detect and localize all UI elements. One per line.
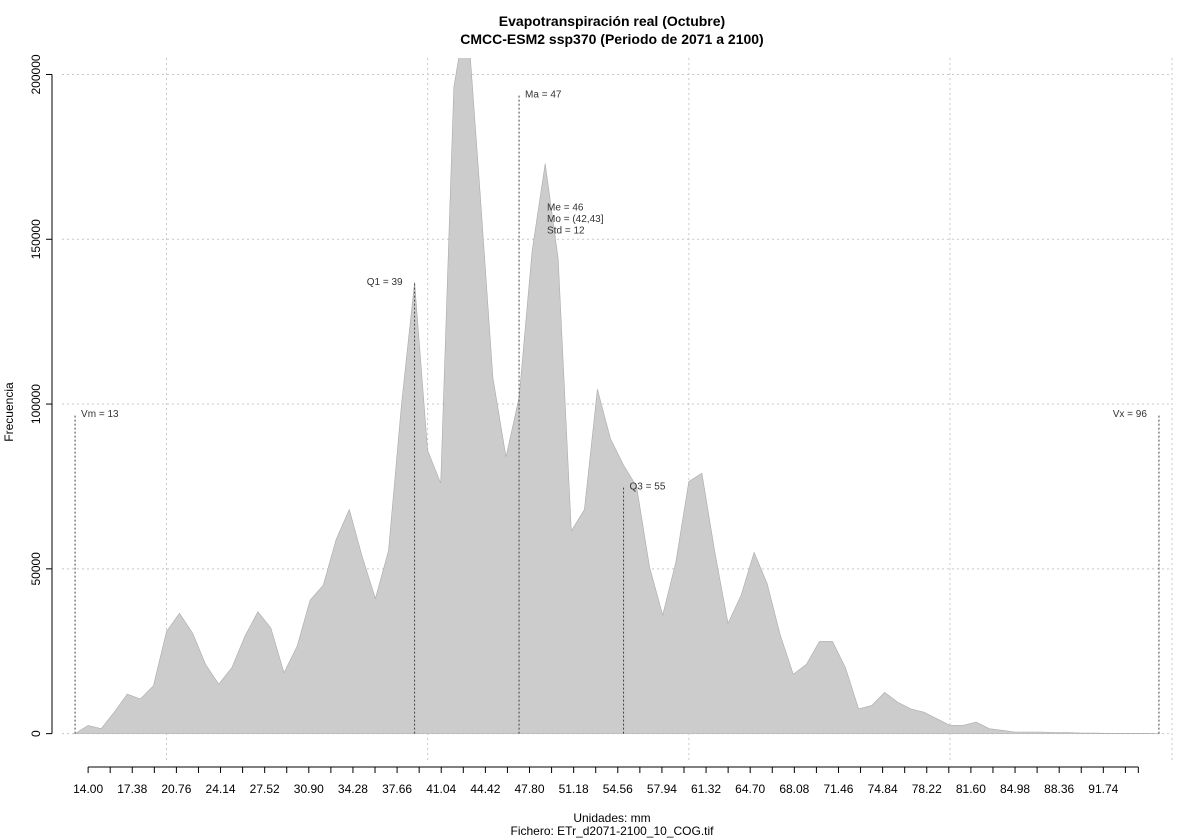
x-tick-label: 74.84 — [868, 782, 898, 796]
x-tick-label: 41.04 — [426, 782, 456, 796]
x-tick-label: 37.66 — [382, 782, 412, 796]
y-tick-label: 100000 — [29, 384, 43, 424]
x-tick-label: 30.90 — [294, 782, 324, 796]
x-tick-label: 44.42 — [470, 782, 500, 796]
x-tick-label: 84.98 — [1000, 782, 1030, 796]
x-tick-label: 34.28 — [338, 782, 368, 796]
stat-label: Vm = 13 — [81, 409, 119, 420]
x-axis-label: Unidades: mm — [573, 811, 650, 825]
x-tick-label: 20.76 — [161, 782, 191, 796]
stat-summary-label: Me = 46 — [547, 202, 584, 213]
x-tick-label: 91.74 — [1088, 782, 1118, 796]
stat-label: Q1 = 39 — [367, 277, 403, 288]
frequency-area — [74, 58, 1160, 734]
x-tick-label: 17.38 — [117, 782, 147, 796]
stat-label: Q3 = 55 — [630, 481, 666, 492]
y-tick-label: 200000 — [29, 54, 43, 94]
x-tick-label: 27.52 — [250, 782, 280, 796]
chart-title: Evapotranspiración real (Octubre) — [499, 13, 725, 29]
y-tick-label: 150000 — [29, 219, 43, 259]
x-tick-label: 54.56 — [603, 782, 633, 796]
x-tick-label: 64.70 — [735, 782, 765, 796]
stat-label: Vx = 96 — [1113, 409, 1148, 420]
stat-summary-label: Std = 12 — [547, 225, 585, 236]
x-tick-label: 47.80 — [514, 782, 544, 796]
file-label: Fichero: ETr_d2071-2100_10_COG.tif — [511, 824, 715, 838]
y-tick-label: 50000 — [29, 552, 43, 586]
x-tick-label: 71.46 — [823, 782, 853, 796]
grid-lines — [62, 58, 1173, 760]
x-tick-label: 51.18 — [559, 782, 589, 796]
x-tick-label: 14.00 — [73, 782, 103, 796]
chart-subtitle: CMCC-ESM2 ssp370 (Periodo de 2071 a 2100… — [460, 31, 763, 47]
stat-label: Ma = 47 — [525, 89, 562, 100]
y-axis-label: Frecuencia — [2, 382, 16, 442]
y-tick-label: 0 — [29, 730, 43, 737]
x-tick-label: 68.08 — [779, 782, 809, 796]
x-tick-label: 57.94 — [647, 782, 677, 796]
x-tick-label: 81.60 — [956, 782, 986, 796]
x-tick-label: 24.14 — [206, 782, 236, 796]
x-tick-label: 78.22 — [912, 782, 942, 796]
x-tick-label: 61.32 — [691, 782, 721, 796]
stat-markers: Vm = 13 Q1 = 39 Ma = 47 Q3 = 55 Vx = 96 Me = … — [74, 89, 1160, 734]
stat-summary-label: Mo = (42,43] — [547, 214, 604, 225]
x-tick-label: 88.36 — [1044, 782, 1074, 796]
axes: 0 50000 100000 150000 200000 14.00 17.38 20.76 2… — [29, 54, 1139, 796]
